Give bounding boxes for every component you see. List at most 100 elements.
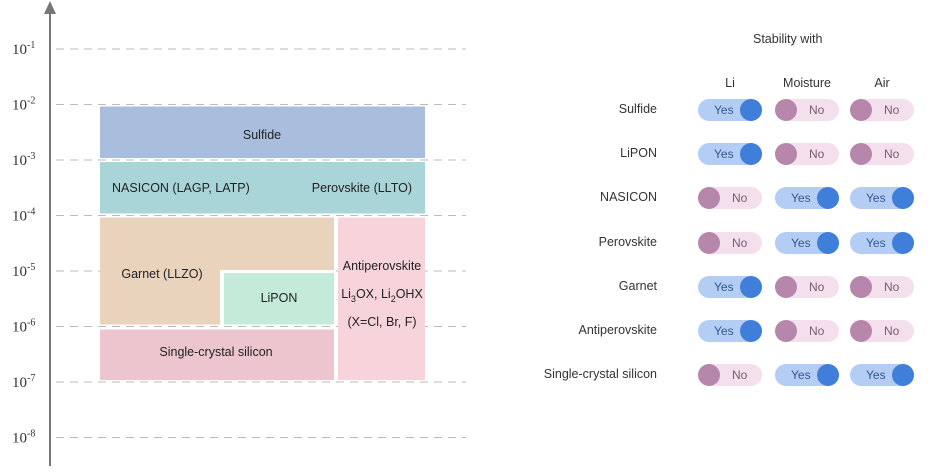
toggle-garnet-li: Yes xyxy=(698,275,762,298)
formula-part: Li xyxy=(341,287,351,301)
row-label-single-crystal-silicon: Single-crystal silicon xyxy=(543,367,657,382)
toggle-garnet-moisture: No xyxy=(775,275,839,298)
toggle-antiperovskite-air: No xyxy=(850,320,914,342)
formula-part: OX, Li xyxy=(356,287,391,301)
toggle-single-crystal-silicon-moisture: Yes xyxy=(775,364,839,387)
toggle-knob-icon xyxy=(698,231,720,254)
single-crystal-silicon-label: Single-crystal silicon xyxy=(159,345,272,359)
toggle-lipon-li: Yes xyxy=(698,143,762,166)
toggle-value: No xyxy=(809,103,825,117)
toggle-value: Yes xyxy=(866,368,886,383)
toggle-perovskite-li: No xyxy=(698,231,762,254)
column-header-moisture: Moisture xyxy=(783,76,831,90)
toggle-value: No xyxy=(732,191,748,206)
single-crystal-silicon-box xyxy=(100,329,334,380)
toggle-antiperovskite-li: Yes xyxy=(698,320,762,342)
tick-label: 10-2 xyxy=(12,96,35,114)
toggle-knob-icon xyxy=(817,231,839,254)
column-header-air: Air xyxy=(874,76,890,90)
formula-part: 2 xyxy=(391,294,396,304)
tick-exponent: -8 xyxy=(27,429,35,440)
toggle-value: No xyxy=(809,324,825,338)
tick-base: 10 xyxy=(12,42,27,58)
stability-title: Stability with xyxy=(753,32,823,46)
toggle-knob-icon xyxy=(892,231,914,254)
toggle-knob-icon xyxy=(850,99,872,121)
toggle-single-crystal-silicon-air: Yes xyxy=(850,364,914,387)
perovskite-label: Perovskite (LLTO) xyxy=(312,181,412,195)
toggle-knob-icon xyxy=(892,187,914,210)
toggle-lipon-air: No xyxy=(850,143,914,166)
toggle-knob-icon xyxy=(850,320,872,342)
tick-base: 10 xyxy=(12,431,27,447)
toggle-single-crystal-silicon-li: No xyxy=(698,364,762,387)
toggle-perovskite-air: Yes xyxy=(850,231,914,254)
tick-exponent: -2 xyxy=(27,96,35,107)
tick-label: 10-1 xyxy=(12,40,35,58)
tick-exponent: -7 xyxy=(27,373,35,384)
garnet-label: Garnet (LLZO) xyxy=(121,267,202,281)
y-axis-ticks: 10-110-210-310-410-510-610-710-8 xyxy=(12,40,35,447)
toggle-antiperovskite-moisture: No xyxy=(775,320,839,342)
tick-label: 10-3 xyxy=(12,151,35,169)
lipon-label: LiPON xyxy=(261,291,298,305)
toggle-value: Yes xyxy=(791,191,811,206)
toggle-knob-icon xyxy=(850,275,872,298)
stability-panel: Stability with Li Moisture Air Sulfide Yes N… xyxy=(530,0,932,472)
tick-exponent: -3 xyxy=(27,151,35,162)
toggle-value: No xyxy=(732,368,748,383)
toggle-value: No xyxy=(809,147,825,162)
toggle-value: No xyxy=(884,147,900,162)
tick-base: 10 xyxy=(12,264,27,280)
row-label-lipon: LiPON xyxy=(620,146,657,161)
toggle-value: No xyxy=(884,279,900,294)
toggle-value: No xyxy=(809,279,825,294)
toggle-nasicon-moisture: Yes xyxy=(775,187,839,210)
toggle-value: Yes xyxy=(714,279,734,294)
toggle-knob-icon xyxy=(740,275,762,298)
toggle-garnet-air: No xyxy=(850,275,914,298)
tick-base: 10 xyxy=(12,98,27,114)
row-label-sulfide: Sulfide xyxy=(618,102,657,116)
antiperovskite-line3-label: (X=Cl, Br, F) xyxy=(347,315,416,329)
toggle-value: Yes xyxy=(791,235,811,250)
toggle-knob-icon xyxy=(817,364,839,387)
antiperovskite-box xyxy=(338,217,425,380)
antiperovskite-line1-label: Antiperovskite xyxy=(343,259,422,273)
toggle-sulfide-air: No xyxy=(850,99,914,121)
toggle-perovskite-moisture: Yes xyxy=(775,231,839,254)
nasicon-label: NASICON (LAGP, LATP) xyxy=(112,181,250,195)
formula-part: OHX xyxy=(396,287,424,301)
tick-label: 10-5 xyxy=(12,262,35,280)
toggle-nasicon-air: Yes xyxy=(850,187,914,210)
nasicon-perovskite-box xyxy=(100,162,425,214)
toggle-value: Yes xyxy=(791,368,811,383)
toggle-knob-icon xyxy=(817,187,839,210)
material-boxes: Sulfide NASICON (LAGP, LATP) Perovskite (L… xyxy=(100,106,425,380)
row-label-nasicon: NASICON xyxy=(600,190,657,205)
toggle-value: No xyxy=(884,324,900,338)
y-axis xyxy=(44,1,56,466)
toggle-sulfide-li: Yes xyxy=(698,99,762,121)
toggle-sulfide-moisture: No xyxy=(775,99,839,121)
tick-exponent: -4 xyxy=(27,207,35,218)
tick-exponent: -5 xyxy=(27,262,35,273)
toggle-value: Yes xyxy=(866,191,886,206)
toggle-value: Yes xyxy=(866,235,886,250)
toggle-knob-icon xyxy=(850,143,872,166)
tick-base: 10 xyxy=(12,153,27,169)
tick-label: 10-8 xyxy=(12,429,35,447)
conductivity-diagram: 10-110-210-310-410-510-610-710-8 Sulfide… xyxy=(12,1,466,466)
toggle-value: No xyxy=(884,103,900,117)
tick-exponent: -6 xyxy=(27,318,35,329)
row-label-perovskite: Perovskite xyxy=(598,234,657,249)
toggle-knob-icon xyxy=(698,187,720,210)
toggle-nasicon-li: No xyxy=(698,187,762,210)
sulfide-label: Sulfide xyxy=(243,128,281,142)
antiperovskite-formula: Li3OX, Li2OHX xyxy=(341,287,423,304)
tick-label: 10-7 xyxy=(12,373,35,391)
toggle-value: No xyxy=(732,235,748,250)
y-axis-arrow-icon xyxy=(44,1,56,14)
column-header-li: Li xyxy=(725,76,735,90)
row-label-antiperovskite: Antiperovskite xyxy=(578,323,657,337)
